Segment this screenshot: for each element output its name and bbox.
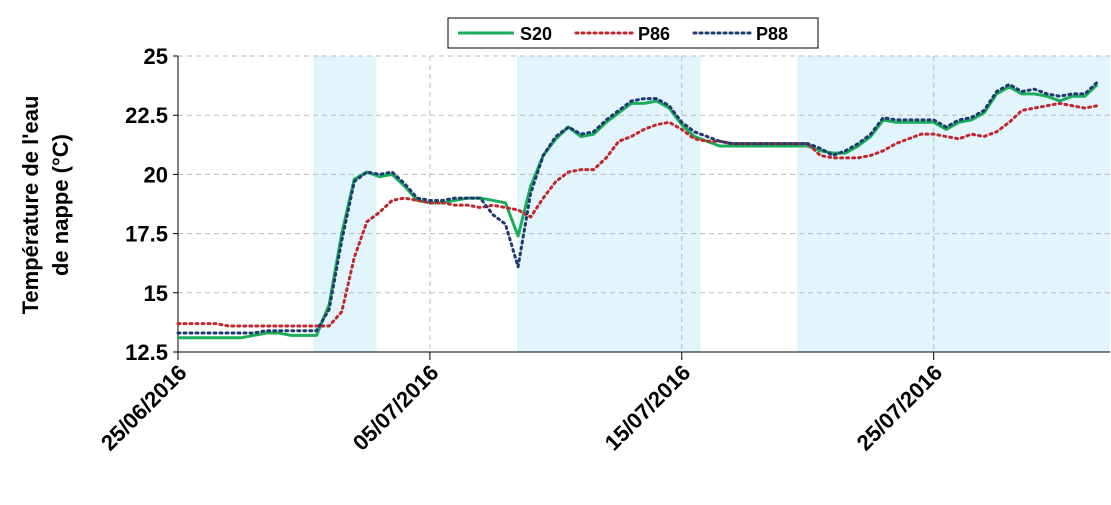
shaded-period — [797, 56, 1110, 352]
x-tick-label: 25/06/2016 — [96, 360, 192, 456]
x-tick-label: 15/07/2016 — [600, 360, 696, 456]
x-tick-label: 25/07/2016 — [852, 360, 948, 456]
x-tick-label: 05/07/2016 — [348, 360, 444, 456]
y-tick-label: 22.5 — [125, 103, 168, 128]
legend-label: S20 — [520, 24, 552, 44]
shaded-period — [313, 56, 377, 352]
y-title-line: Température de l'eau — [18, 96, 43, 315]
legend-label: P86 — [638, 24, 670, 44]
y-tick-label: 17.5 — [125, 222, 168, 247]
y-title-line: de nappe (°C) — [48, 134, 73, 276]
y-tick-label: 12.5 — [125, 340, 168, 365]
legend-label: P88 — [756, 24, 788, 44]
y-tick-label: 20 — [144, 162, 168, 187]
y-tick-label: 15 — [144, 281, 168, 306]
series-line — [176, 101, 1099, 328]
series-line — [176, 80, 1099, 335]
legend: S20 P86 P88 — [447, 17, 819, 49]
y-tick-label: 25 — [144, 44, 168, 69]
shaded-period — [517, 56, 701, 352]
y-axis-title: Température de l'eau de nappe (°C) — [18, 96, 73, 315]
